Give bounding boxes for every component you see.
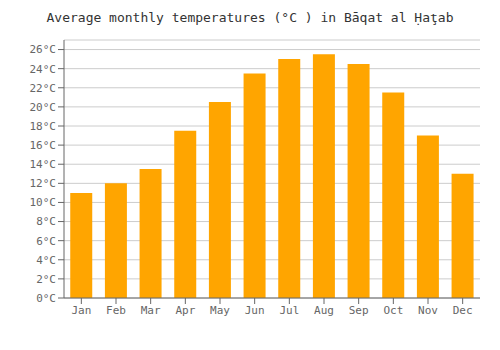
svg-text:6°C: 6°C bbox=[36, 235, 56, 248]
svg-text:Feb: Feb bbox=[106, 304, 126, 317]
svg-text:Dec: Dec bbox=[453, 304, 473, 317]
svg-text:0°C: 0°C bbox=[36, 292, 56, 305]
html-text:Average monthly temperatures (: Average monthly temperatures (°C ) in Bā… bbox=[46, 10, 454, 25]
svg-text:26°C: 26°C bbox=[30, 43, 57, 56]
svg-text:14°C: 14°C bbox=[30, 158, 57, 171]
svg-text:Apr: Apr bbox=[175, 304, 195, 317]
svg-text:12°C: 12°C bbox=[30, 177, 57, 190]
svg-text:Oct: Oct bbox=[383, 304, 403, 317]
svg-text:Mar: Mar bbox=[141, 304, 161, 317]
svg-text:4°C: 4°C bbox=[36, 254, 56, 267]
svg-text:22°C: 22°C bbox=[30, 82, 57, 95]
svg-text:2°C: 2°C bbox=[36, 273, 56, 286]
svg-text:18°C: 18°C bbox=[30, 120, 57, 133]
svg-text:May: May bbox=[210, 304, 230, 317]
svg-text:Jul: Jul bbox=[279, 304, 299, 317]
svg-text:Nov: Nov bbox=[418, 304, 438, 317]
svg-text:10°C: 10°C bbox=[30, 196, 57, 209]
svg-text:Jun: Jun bbox=[245, 304, 265, 317]
svg-text:16°C: 16°C bbox=[30, 139, 57, 152]
svg-text:Aug: Aug bbox=[314, 304, 334, 317]
svg-text:Jan: Jan bbox=[71, 304, 91, 317]
svg-text:24°C: 24°C bbox=[30, 63, 57, 76]
svg-text:20°C: 20°C bbox=[30, 101, 57, 114]
svg-text:Sep: Sep bbox=[349, 304, 369, 317]
svg-text:8°C: 8°C bbox=[36, 215, 56, 228]
